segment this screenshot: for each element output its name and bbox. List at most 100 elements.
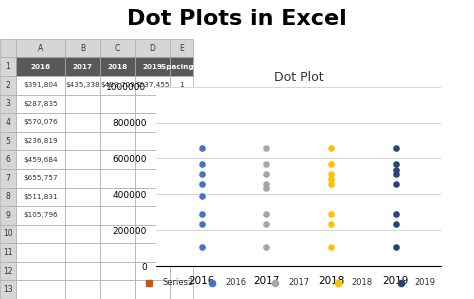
Bar xyxy=(0,187,16,206)
Bar xyxy=(65,187,100,206)
Point xyxy=(263,181,270,186)
Text: 2017: 2017 xyxy=(73,64,92,70)
Text: $655,757: $655,757 xyxy=(23,175,58,181)
Bar xyxy=(170,76,193,94)
Bar xyxy=(100,57,135,76)
Text: B: B xyxy=(80,44,85,53)
Bar xyxy=(0,206,16,225)
Point xyxy=(198,146,205,151)
Bar xyxy=(0,262,16,280)
Bar xyxy=(135,206,170,225)
Text: 11: 11 xyxy=(3,248,13,257)
Bar xyxy=(16,206,65,225)
Text: Series2: Series2 xyxy=(162,278,193,287)
Point xyxy=(263,146,270,151)
Bar xyxy=(135,169,170,187)
Bar xyxy=(16,262,65,280)
Bar xyxy=(170,187,193,206)
Text: 2017: 2017 xyxy=(288,278,310,287)
Bar xyxy=(65,132,100,150)
Bar xyxy=(65,243,100,262)
Point xyxy=(392,161,400,166)
Text: $483,709: $483,709 xyxy=(100,82,135,88)
Point xyxy=(327,212,335,217)
Text: 1: 1 xyxy=(6,62,10,71)
Bar xyxy=(100,262,135,280)
Point xyxy=(198,221,205,226)
Text: 4: 4 xyxy=(6,118,10,127)
Point xyxy=(327,146,335,151)
Bar xyxy=(16,57,65,76)
Bar xyxy=(16,39,65,57)
Bar xyxy=(170,243,193,262)
Point xyxy=(327,161,335,166)
Point xyxy=(392,212,400,217)
Bar xyxy=(16,113,65,132)
Point xyxy=(263,245,270,250)
Bar xyxy=(135,39,170,57)
Point xyxy=(327,172,335,177)
Bar xyxy=(100,39,135,57)
Point xyxy=(263,161,270,166)
Bar xyxy=(16,187,65,206)
Bar xyxy=(16,76,65,94)
Bar xyxy=(170,113,193,132)
Bar xyxy=(135,225,170,243)
Text: 1: 1 xyxy=(179,82,184,88)
Text: $570,076: $570,076 xyxy=(23,120,58,126)
Bar xyxy=(170,132,193,150)
Bar xyxy=(135,113,170,132)
Text: 12: 12 xyxy=(3,267,13,276)
Text: Dot Plots in Excel: Dot Plots in Excel xyxy=(127,10,347,29)
Point xyxy=(198,245,205,250)
Bar xyxy=(170,280,193,299)
Bar xyxy=(100,206,135,225)
Bar xyxy=(170,262,193,280)
Point xyxy=(327,245,335,250)
Bar xyxy=(170,94,193,113)
Bar xyxy=(100,94,135,113)
Text: 8: 8 xyxy=(6,192,10,201)
Text: 10: 10 xyxy=(3,229,13,239)
Point xyxy=(263,221,270,226)
Point xyxy=(392,181,400,186)
Bar xyxy=(65,57,100,76)
Point xyxy=(198,181,205,186)
Text: $236,819: $236,819 xyxy=(23,138,58,144)
Text: Spacing 1: Spacing 1 xyxy=(162,64,201,70)
Text: C: C xyxy=(115,44,120,53)
Bar xyxy=(100,113,135,132)
Text: $287,835: $287,835 xyxy=(23,101,58,107)
Bar xyxy=(170,57,193,76)
Bar xyxy=(16,169,65,187)
Bar xyxy=(100,243,135,262)
Bar xyxy=(100,150,135,169)
Bar xyxy=(0,243,16,262)
Point xyxy=(392,167,400,172)
Text: 2018: 2018 xyxy=(351,278,373,287)
Text: 5: 5 xyxy=(6,137,10,146)
Bar xyxy=(65,280,100,299)
Bar xyxy=(65,39,100,57)
Text: 2019: 2019 xyxy=(143,64,163,70)
Bar xyxy=(65,206,100,225)
Text: 2016: 2016 xyxy=(30,64,50,70)
Bar xyxy=(0,280,16,299)
Bar xyxy=(65,76,100,94)
Text: 9: 9 xyxy=(6,211,10,220)
Bar xyxy=(65,262,100,280)
Bar xyxy=(135,187,170,206)
Point xyxy=(263,172,270,177)
Point xyxy=(327,221,335,226)
Bar xyxy=(135,280,170,299)
Text: E: E xyxy=(179,44,184,53)
Bar xyxy=(100,132,135,150)
Bar xyxy=(0,94,16,113)
Text: 2019: 2019 xyxy=(414,278,435,287)
Bar xyxy=(100,280,135,299)
Bar xyxy=(100,169,135,187)
Bar xyxy=(0,150,16,169)
Bar xyxy=(135,76,170,94)
Bar xyxy=(16,94,65,113)
Bar xyxy=(65,113,100,132)
